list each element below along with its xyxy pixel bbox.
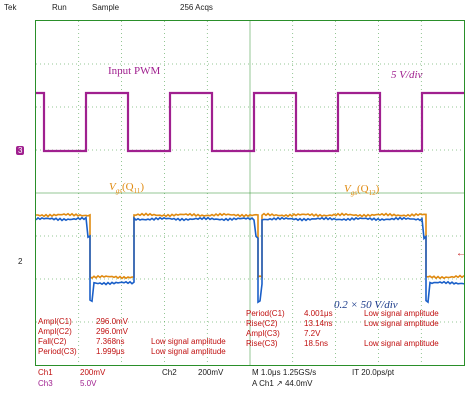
meas-right-3-value: 18.5ns <box>304 339 329 348</box>
ch3-marker[interactable]: 3 <box>16 146 25 155</box>
input-pwm-label: Input PWM <box>108 65 161 77</box>
meas-right-2-value: 7.2V <box>304 329 321 338</box>
meas-right-2-label: Ampl(C3) <box>246 329 280 338</box>
timebase-readout: M 1.0μs 1.25GS/s <box>252 368 317 377</box>
vgs-q12-trace <box>36 216 464 304</box>
acquisition-mode: Sample <box>92 3 120 12</box>
resolution-readout: IT 20.0ps/pt <box>352 368 395 377</box>
acquisition-count: 256 Acqs <box>180 3 213 12</box>
ch3-label: Ch3 <box>38 379 53 388</box>
ch1-label: Ch1 <box>38 368 53 377</box>
meas-right-0-note: Low signal amplitude <box>364 309 439 318</box>
waveform-area <box>36 21 464 365</box>
ch2-label: Ch2 <box>162 368 177 377</box>
meas-left-0-value: 296.0mV <box>96 317 129 326</box>
run-state: Run <box>52 3 67 12</box>
brand-label: Tek <box>4 3 17 12</box>
meas-left-2-note: Low signal amplitude <box>151 337 226 346</box>
ch1-scale: 200mV <box>80 368 106 377</box>
scale-bottom-label: 0.2 × 50 V/div <box>334 299 398 311</box>
trigger-level-arrow[interactable]: ← <box>456 248 466 259</box>
meas-left-2-label: Fall(C2) <box>38 337 67 346</box>
meas-left-3-label: Period(C3) <box>38 347 77 356</box>
scope-display: Input PWM 5 V/div Vgs(Q11) Vgs(Q12) 0.2 … <box>35 20 465 366</box>
ch2-scale: 200mV <box>198 368 224 377</box>
meas-right-1-value: 13.14ns <box>304 319 333 328</box>
meas-left-0-label: Ampl(C1) <box>38 317 72 326</box>
meas-left-3-note: Low signal amplitude <box>151 347 226 356</box>
meas-right-3-label: Rise(C3) <box>246 339 278 348</box>
vgs-q11-label: Vgs(Q11) <box>109 181 144 196</box>
meas-right-1-note: Low signal amplitude <box>364 319 439 328</box>
meas-left-3-value: 1.999μs <box>96 347 125 356</box>
meas-left-2-value: 7.368ns <box>96 337 125 346</box>
trigger-readout: A Ch1 ↗ 44.0mV <box>252 379 313 388</box>
pwm-trace <box>36 91 464 153</box>
scale-top-label: 5 V/div <box>391 69 423 81</box>
meas-left-1-label: Ampl(C2) <box>38 327 72 336</box>
meas-right-1-label: Rise(C2) <box>246 319 278 328</box>
ch3-scale: 5.0V <box>80 379 97 388</box>
vgs-q12-label: Vgs(Q12) <box>344 183 380 198</box>
meas-right-3-note: Low signal amplitude <box>364 339 439 348</box>
ch2-marker[interactable]: 2 <box>18 257 23 266</box>
meas-left-1-value: 296.0mV <box>96 327 129 336</box>
vgs-q11-trace <box>36 212 464 280</box>
meas-right-0-value: 4.001μs <box>304 309 333 318</box>
meas-right-0-label: Period(C1) <box>246 309 285 318</box>
